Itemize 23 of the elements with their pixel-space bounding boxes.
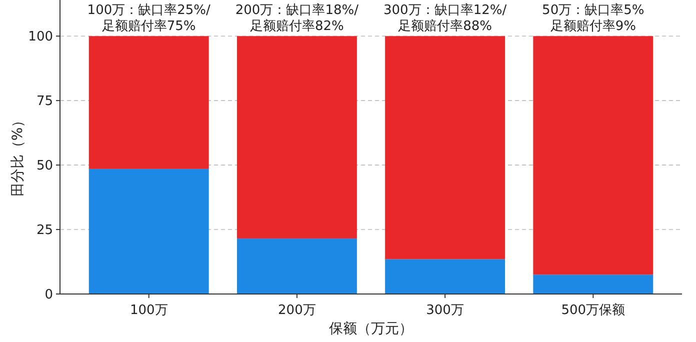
bar	[236, 36, 357, 239]
x-axis-title: 保额（万元）	[329, 321, 413, 337]
y-axis-title: 田分比（%）	[10, 113, 26, 197]
bar	[533, 274, 654, 294]
bar	[533, 36, 654, 275]
y-tick-label: 25	[36, 223, 53, 238]
bar	[88, 36, 209, 169]
y-tick-label: 50	[36, 158, 53, 174]
bar	[385, 36, 506, 260]
annotation: 100万：缺口率25%/ 足额赔付率75%	[87, 2, 212, 34]
y-tick-label: 0	[44, 288, 53, 302]
annotation: 200万：缺口率18%/ 足额赔付率82%	[235, 2, 360, 34]
annotation: 300万：缺口率12%/ 足额赔付率88%	[384, 2, 508, 34]
y-tick-label: 100	[28, 30, 53, 45]
y-tick-label: 75	[36, 94, 53, 110]
x-tick-label: 300万	[426, 303, 464, 318]
annotation: 50万：缺口率5% 足额赔付率9%	[542, 2, 644, 34]
x-tick-label: 200万	[278, 303, 316, 318]
bar	[236, 238, 357, 294]
bar	[385, 259, 506, 294]
x-tick-label: 100万	[130, 303, 168, 318]
bar	[88, 168, 209, 294]
x-tick-label: 500万保额	[561, 303, 626, 318]
